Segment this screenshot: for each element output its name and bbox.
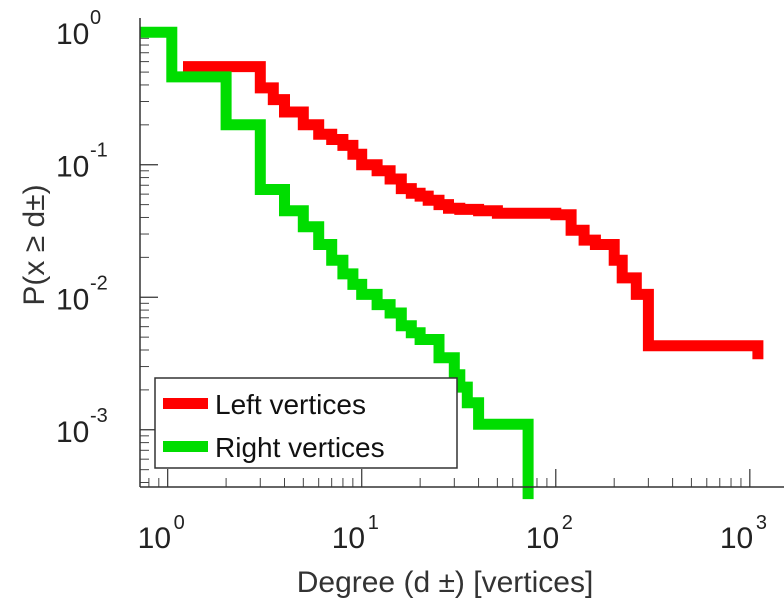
- x-tick-label: 10: [332, 522, 365, 555]
- x-axis-title: Degree (d ±) [vertices]: [297, 566, 594, 599]
- x-tick-label: 10: [526, 522, 559, 555]
- x-tick-exponent: 1: [368, 512, 379, 534]
- legend-swatch-right: [163, 441, 208, 452]
- series-right-vertices: [140, 26, 534, 500]
- x-tick-exponent: 0: [174, 512, 185, 534]
- tick-labels: 10 0 10 1 10 2 10 310 010 -110 -210 -3: [56, 7, 767, 555]
- y-tick-label: 10: [56, 283, 89, 316]
- legend-label-right: Right vertices: [215, 432, 385, 463]
- legend-label-left: Left vertices: [215, 389, 366, 420]
- legend: Left vertices Right vertices: [154, 377, 458, 469]
- x-tick-exponent: 2: [562, 512, 573, 534]
- series-layer: [140, 26, 764, 500]
- y-tick-label: 10: [56, 151, 89, 184]
- x-tick-label: 10: [720, 522, 753, 555]
- series-left-vertices: [183, 61, 764, 360]
- y-tick-label: 10: [56, 18, 89, 51]
- y-tick-exponent: -3: [90, 405, 108, 427]
- legend-box: [154, 377, 458, 469]
- y-tick-exponent: 0: [90, 7, 101, 29]
- y-tick-label: 10: [56, 416, 89, 449]
- y-tick-exponent: -2: [90, 272, 108, 294]
- x-tick-label: 10: [138, 522, 171, 555]
- legend-swatch-left: [163, 398, 208, 409]
- x-tick-exponent: 3: [756, 512, 767, 534]
- y-axis-title: P(x ≥ d±): [18, 184, 51, 305]
- minor-ticks: [140, 37, 742, 487]
- y-tick-exponent: -1: [90, 140, 108, 162]
